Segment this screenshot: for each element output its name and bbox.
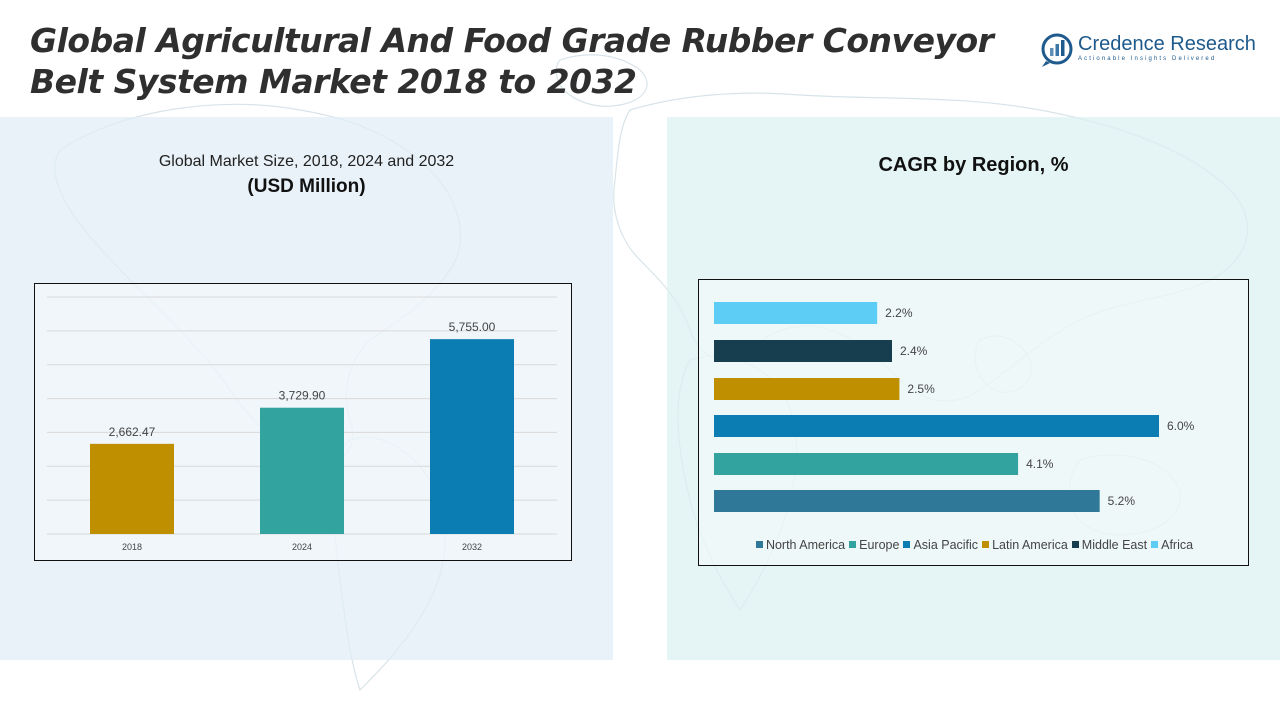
cagr-value-label: 2.4% xyxy=(900,344,928,358)
legend-swatch xyxy=(903,541,911,548)
legend-item: Latin America xyxy=(982,538,1068,552)
bar-value-label: 3,729.90 xyxy=(279,389,326,403)
cagr-value-label: 2.5% xyxy=(907,382,935,396)
bar-2018 xyxy=(90,443,174,534)
legend-item: Africa xyxy=(1151,538,1193,552)
cagr-bar-north-america xyxy=(714,490,1100,512)
cagr-legend: North America Europe Asia Pacific Latin Ame… xyxy=(699,538,1250,552)
market-size-chart-svg: 2,662.47 2018 3,729.90 2024 5,755.00 2032 xyxy=(47,296,557,552)
cagr-value-label: 2.2% xyxy=(885,306,913,320)
cagr-bar-middle-east xyxy=(714,340,892,362)
cagr-chart: 5.2% 4.1% 6.0% 2.5% 2.4% 2.2% North America Eu… xyxy=(698,279,1249,566)
cagr-bar-africa xyxy=(714,302,878,324)
legend-item: Asia Pacific xyxy=(903,538,978,552)
legend-label: Europe xyxy=(859,538,900,552)
legend-swatch xyxy=(1071,541,1079,548)
x-tick-label: 2024 xyxy=(292,542,312,552)
legend-item: Middle East xyxy=(1071,538,1148,552)
legend-swatch xyxy=(1151,541,1159,548)
legend-label: Middle East xyxy=(1081,538,1148,552)
cagr-value-label: 6.0% xyxy=(1167,419,1195,433)
legend-item: North America xyxy=(755,538,846,552)
cagr-bar-latin-america xyxy=(714,378,900,400)
cagr-bar-europe xyxy=(714,453,1019,475)
cagr-value-label: 4.1% xyxy=(1026,457,1054,471)
credence-logo-icon xyxy=(1041,33,1073,67)
logo-name: Credence Research xyxy=(1078,33,1256,55)
market-size-chart: 2,662.47 2018 3,729.90 2024 5,755.00 2032 xyxy=(34,283,572,561)
legend-swatch xyxy=(982,541,990,548)
page-title: Global Agricultural And Food Grade Rubbe… xyxy=(30,21,994,101)
legend-label: Latin America xyxy=(992,538,1068,552)
cagr-bar-asia-pacific xyxy=(714,415,1159,437)
bar-value-label: 5,755.00 xyxy=(449,320,496,334)
legend-label: North America xyxy=(765,538,846,552)
legend-swatch xyxy=(849,541,857,548)
x-tick-label: 2018 xyxy=(122,542,142,552)
cagr-title: CAGR by Region, % xyxy=(878,154,1069,176)
legend-item: Europe xyxy=(849,538,899,552)
bar-2024 xyxy=(260,407,344,534)
market-size-unit: (USD Million) xyxy=(247,176,366,197)
logo: Credence Research Actionable Insights De… xyxy=(1040,30,1260,70)
cagr-chart-svg: 5.2% 4.1% 6.0% 2.5% 2.4% 2.2% xyxy=(714,302,1195,512)
legend-swatch xyxy=(755,541,763,548)
legend-label: Africa xyxy=(1161,538,1194,552)
cagr-value-label: 5.2% xyxy=(1108,494,1136,508)
bar-value-label: 2,662.47 xyxy=(109,425,156,439)
bar-2032 xyxy=(430,339,514,534)
market-size-subtitle: Global Market Size, 2018, 2024 and 2032 xyxy=(158,153,455,170)
logo-tagline: Actionable Insights Delivered xyxy=(1078,56,1217,62)
legend-label: Asia Pacific xyxy=(913,538,979,552)
x-tick-label: 2032 xyxy=(462,542,482,552)
